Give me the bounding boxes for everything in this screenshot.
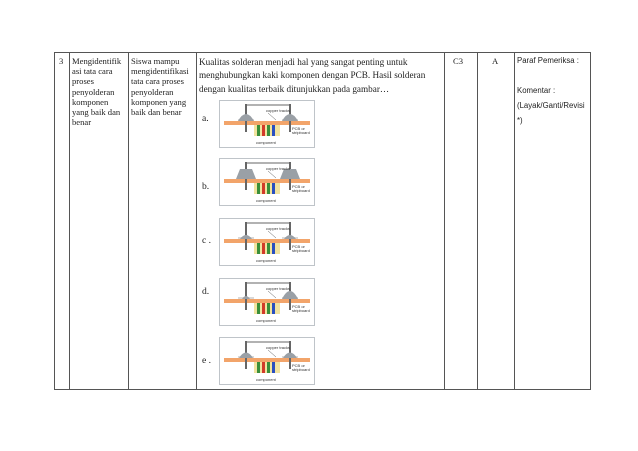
color-band	[272, 362, 275, 373]
component-label: component	[256, 198, 277, 203]
solder-joint	[238, 114, 254, 121]
copper-tracks-label: copper tracks	[266, 226, 290, 231]
option-label-b[interactable]: b.	[202, 181, 210, 192]
color-band	[272, 183, 275, 194]
option-image-b[interactable]: copper tracks PCB or stripboard component	[219, 158, 315, 206]
column-divider	[69, 53, 70, 389]
color-band	[272, 125, 275, 136]
comment-options: (Layak/Ganti/Revisi	[517, 101, 585, 111]
option-image-e[interactable]: copper tracks PCB or stripboard component	[219, 337, 315, 385]
pcb-label: PCB or	[292, 184, 306, 189]
option-label-d[interactable]: d.	[202, 286, 210, 297]
label-pointer	[267, 170, 277, 179]
solder-joint	[239, 352, 253, 358]
label-pointer	[267, 112, 277, 121]
pcb-board	[224, 299, 310, 303]
option-image-d[interactable]: copper tracks PCB or stripboard component	[219, 278, 315, 326]
copper-tracks-label: copper tracks	[266, 286, 290, 291]
copper-tracks-label: copper tracks	[266, 345, 290, 350]
column-divider	[444, 53, 445, 389]
row-number: 3	[59, 56, 64, 66]
solder-joint	[240, 235, 252, 239]
cognitive-level: C3	[453, 56, 464, 66]
answer-key: A	[492, 56, 499, 66]
label-pointer	[267, 290, 277, 299]
solder-joint	[242, 296, 250, 299]
solder-joint	[283, 352, 297, 358]
question-table	[54, 52, 591, 390]
pcb-label: PCB or	[292, 244, 306, 249]
column-divider	[128, 53, 129, 389]
color-band	[267, 303, 270, 314]
option-label-e[interactable]: e .	[202, 355, 212, 366]
copper-tracks-label: copper tracks	[266, 166, 290, 171]
component-label: component	[256, 377, 277, 382]
question-text: Kualitas solderan menjadi hal yang sanga…	[199, 57, 426, 94]
column-divider	[196, 53, 197, 389]
option-image-c[interactable]: copper tracks PCB or stripboard component	[219, 218, 315, 266]
pcb-board	[224, 358, 310, 362]
color-band	[262, 362, 265, 373]
color-band	[262, 125, 265, 136]
option-label-a[interactable]: a.	[202, 113, 209, 124]
solder-joint	[284, 235, 296, 239]
color-band	[262, 243, 265, 254]
reviewer-signature-label: Paraf Pemeriksa :	[517, 56, 579, 65]
reviewer-notes: Paraf Pemeriksa : Komentar : (Layak/Gant…	[517, 56, 591, 126]
option-image-a[interactable]: copper tracks PCB or stripboard component	[219, 100, 315, 148]
component-label: component	[256, 258, 277, 263]
color-band	[257, 243, 260, 254]
color-band	[272, 243, 275, 254]
objective-text: Siswa mampu mengidentifikasi tata cara p…	[131, 56, 189, 118]
color-band	[267, 243, 270, 254]
stripboard-label: stripboard	[292, 308, 310, 313]
color-band	[267, 183, 270, 194]
option-label-c[interactable]: c .	[202, 235, 212, 246]
stripboard-label: stripboard	[292, 367, 310, 372]
color-band	[257, 125, 260, 136]
component-label: component	[256, 318, 277, 323]
solder-joint	[280, 169, 300, 179]
stripboard-label: stripboard	[292, 130, 310, 135]
color-band	[257, 303, 260, 314]
pcb-label: PCB or	[292, 126, 306, 131]
color-band	[267, 125, 270, 136]
component-label: component	[256, 140, 277, 145]
stripboard-label: stripboard	[292, 248, 310, 253]
stripboard-label: stripboard	[292, 188, 310, 193]
comment-label: Komentar :	[517, 86, 556, 96]
pcb-label: PCB or	[292, 363, 306, 368]
color-band	[257, 183, 260, 194]
copper-tracks-label: copper tracks	[266, 108, 290, 113]
solder-joint	[236, 169, 256, 179]
label-pointer	[267, 230, 277, 239]
pcb-label: PCB or	[292, 304, 306, 309]
column-divider	[477, 53, 478, 389]
indicator-text: Mengidentifik asi tata cara proses penyo…	[72, 56, 122, 128]
label-pointer	[267, 349, 277, 358]
color-band	[262, 303, 265, 314]
solder-joint	[282, 291, 298, 299]
solder-joint	[282, 114, 298, 121]
color-band	[257, 362, 260, 373]
column-divider	[514, 53, 515, 389]
color-band	[272, 303, 275, 314]
pcb-board	[224, 179, 310, 183]
color-band	[262, 183, 265, 194]
pcb-board	[224, 121, 310, 125]
pcb-board	[224, 239, 310, 243]
color-band	[267, 362, 270, 373]
